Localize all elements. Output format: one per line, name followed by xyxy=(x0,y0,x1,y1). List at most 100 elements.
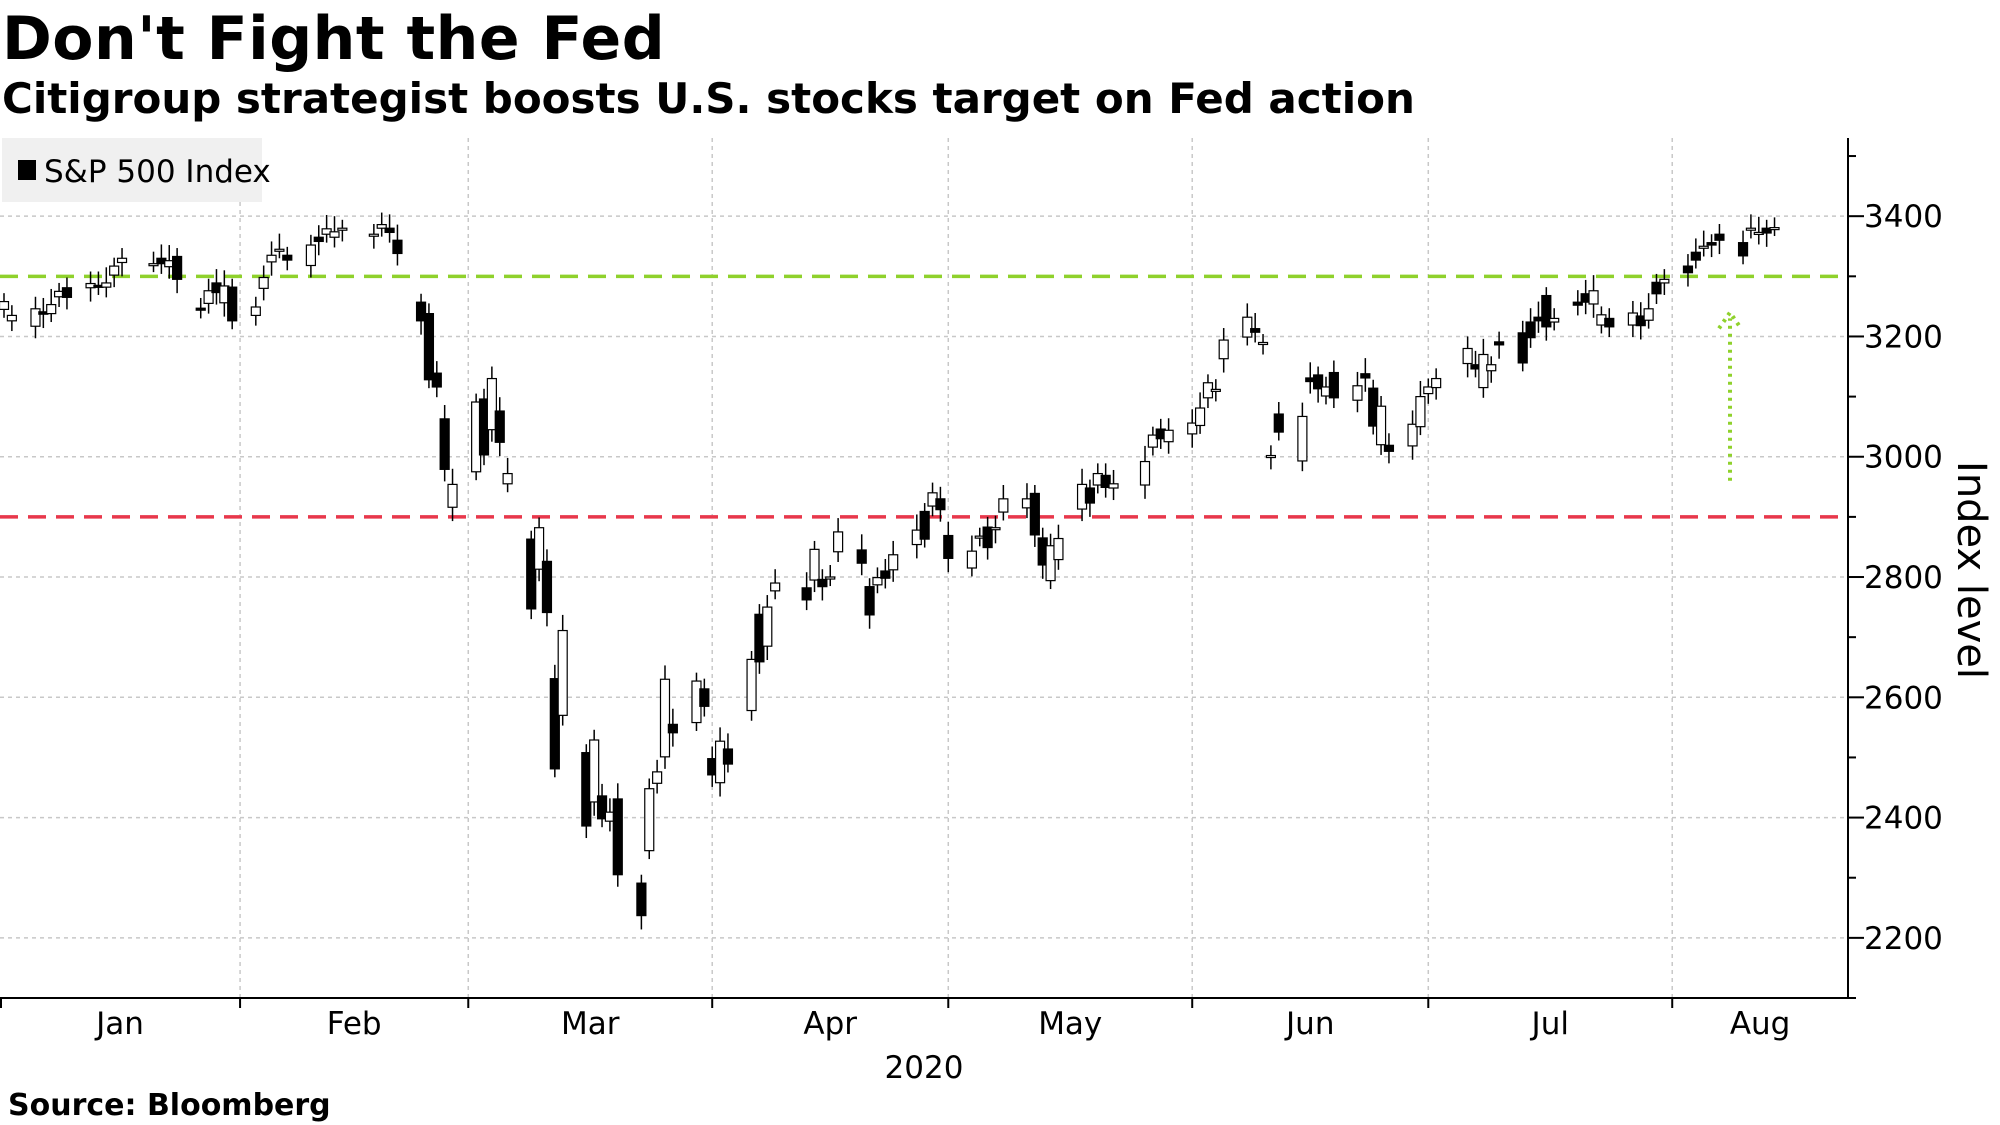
candle-body xyxy=(1761,227,1772,234)
candle-body xyxy=(1210,388,1221,392)
candle-body xyxy=(1194,407,1206,427)
x-tick-label: Jul xyxy=(1530,1006,1569,1042)
y-tick-label: 3000 xyxy=(1864,440,1943,476)
grid-lines xyxy=(0,138,1848,998)
candle-body xyxy=(0,300,10,310)
candle-body xyxy=(1352,385,1363,401)
candle-body xyxy=(825,576,836,580)
candle-body xyxy=(1635,315,1646,327)
candle-body xyxy=(1486,364,1497,372)
candle-body xyxy=(1423,386,1434,395)
y-axis-label: Index level xyxy=(1948,461,1994,679)
candle-body xyxy=(1462,347,1473,365)
candle-body xyxy=(392,239,403,255)
candle-body xyxy=(1651,281,1662,295)
candle-body xyxy=(250,306,261,317)
candle-body xyxy=(61,287,73,298)
candle-body xyxy=(864,586,875,616)
candle-body xyxy=(833,531,844,553)
candle-body xyxy=(376,224,387,229)
candle-body xyxy=(1690,251,1701,261)
candle-body xyxy=(1029,492,1040,536)
candle-body xyxy=(1139,460,1151,486)
candle-body xyxy=(1643,308,1654,321)
candle-body xyxy=(494,410,505,443)
candle-body xyxy=(415,301,427,322)
candle-body xyxy=(384,227,395,234)
candle-body xyxy=(1045,545,1056,582)
candle-body xyxy=(652,771,663,784)
candle-body xyxy=(746,658,757,712)
y-tick-label: 3400 xyxy=(1864,199,1943,235)
candle-body xyxy=(1431,377,1442,389)
candle-body xyxy=(1769,227,1780,231)
x-tick-label: Aug xyxy=(1730,1006,1791,1042)
candle-body xyxy=(1383,444,1395,452)
candle-body xyxy=(943,534,954,559)
y-tick-label: 2400 xyxy=(1864,801,1943,837)
chart-title: Don't Fight the Fed xyxy=(2,4,666,74)
candle-body xyxy=(1588,290,1599,305)
candle-body xyxy=(195,307,206,311)
candle-body xyxy=(644,788,655,852)
candle-body xyxy=(431,372,442,388)
candle-body xyxy=(596,795,608,820)
candle-body xyxy=(1517,332,1528,364)
candle-body xyxy=(1714,233,1725,241)
candle-body xyxy=(203,290,214,304)
candle-body xyxy=(770,582,781,592)
candle-body xyxy=(46,303,57,315)
candle-body xyxy=(313,236,324,243)
candle-body xyxy=(1053,537,1064,561)
legend: S&P 500 Index xyxy=(2,138,271,202)
candle-body xyxy=(148,263,159,267)
candle-body xyxy=(1147,434,1158,448)
candle-body xyxy=(258,276,269,289)
candle-body xyxy=(1297,415,1308,462)
x-tick-label: May xyxy=(1038,1006,1102,1042)
candle-body xyxy=(1407,423,1418,447)
candle-body xyxy=(1737,242,1749,257)
x-axis-label: 2020 xyxy=(885,1050,964,1086)
candle-body xyxy=(274,248,285,252)
candle-body xyxy=(919,510,930,540)
candle-body xyxy=(998,498,1009,513)
candle-body xyxy=(612,798,623,876)
candle-body xyxy=(1100,474,1111,489)
chart-subtitle: Citigroup strategist boosts U.S. stocks … xyxy=(2,74,1415,123)
candle-body xyxy=(1745,227,1757,231)
candle-body xyxy=(1163,429,1174,443)
candle-body xyxy=(1218,339,1229,360)
candle-body xyxy=(966,550,977,569)
candle-body xyxy=(1541,294,1552,328)
legend-label: S&P 500 Index xyxy=(44,154,271,190)
reference-lines xyxy=(0,274,1848,519)
candle-body xyxy=(557,629,568,716)
candle-body xyxy=(282,254,293,261)
legend-swatch xyxy=(18,160,36,180)
candle-body xyxy=(935,498,946,511)
candle-body xyxy=(1659,278,1670,284)
candle-body xyxy=(888,554,899,571)
candle-body xyxy=(1682,265,1694,274)
annotation-arrow-head xyxy=(1717,308,1743,330)
candle-body xyxy=(1257,341,1269,346)
candle-body xyxy=(1360,373,1371,379)
x-tick-label: Apr xyxy=(803,1006,857,1042)
candle-body xyxy=(1698,245,1709,249)
candle-body xyxy=(6,314,17,322)
source-note: Source: Bloomberg xyxy=(8,1088,331,1123)
candle-body xyxy=(880,570,891,579)
legend-box xyxy=(2,138,262,202)
candle-body xyxy=(872,577,883,586)
candle-body xyxy=(1187,422,1198,435)
candle-body xyxy=(329,231,340,238)
candle-body xyxy=(589,739,600,803)
candle-body xyxy=(667,723,678,734)
candle-body xyxy=(541,560,553,614)
candle-body xyxy=(1242,316,1253,338)
candle-body xyxy=(1604,317,1615,328)
candle-body xyxy=(1525,321,1536,339)
candle-body xyxy=(699,688,710,707)
